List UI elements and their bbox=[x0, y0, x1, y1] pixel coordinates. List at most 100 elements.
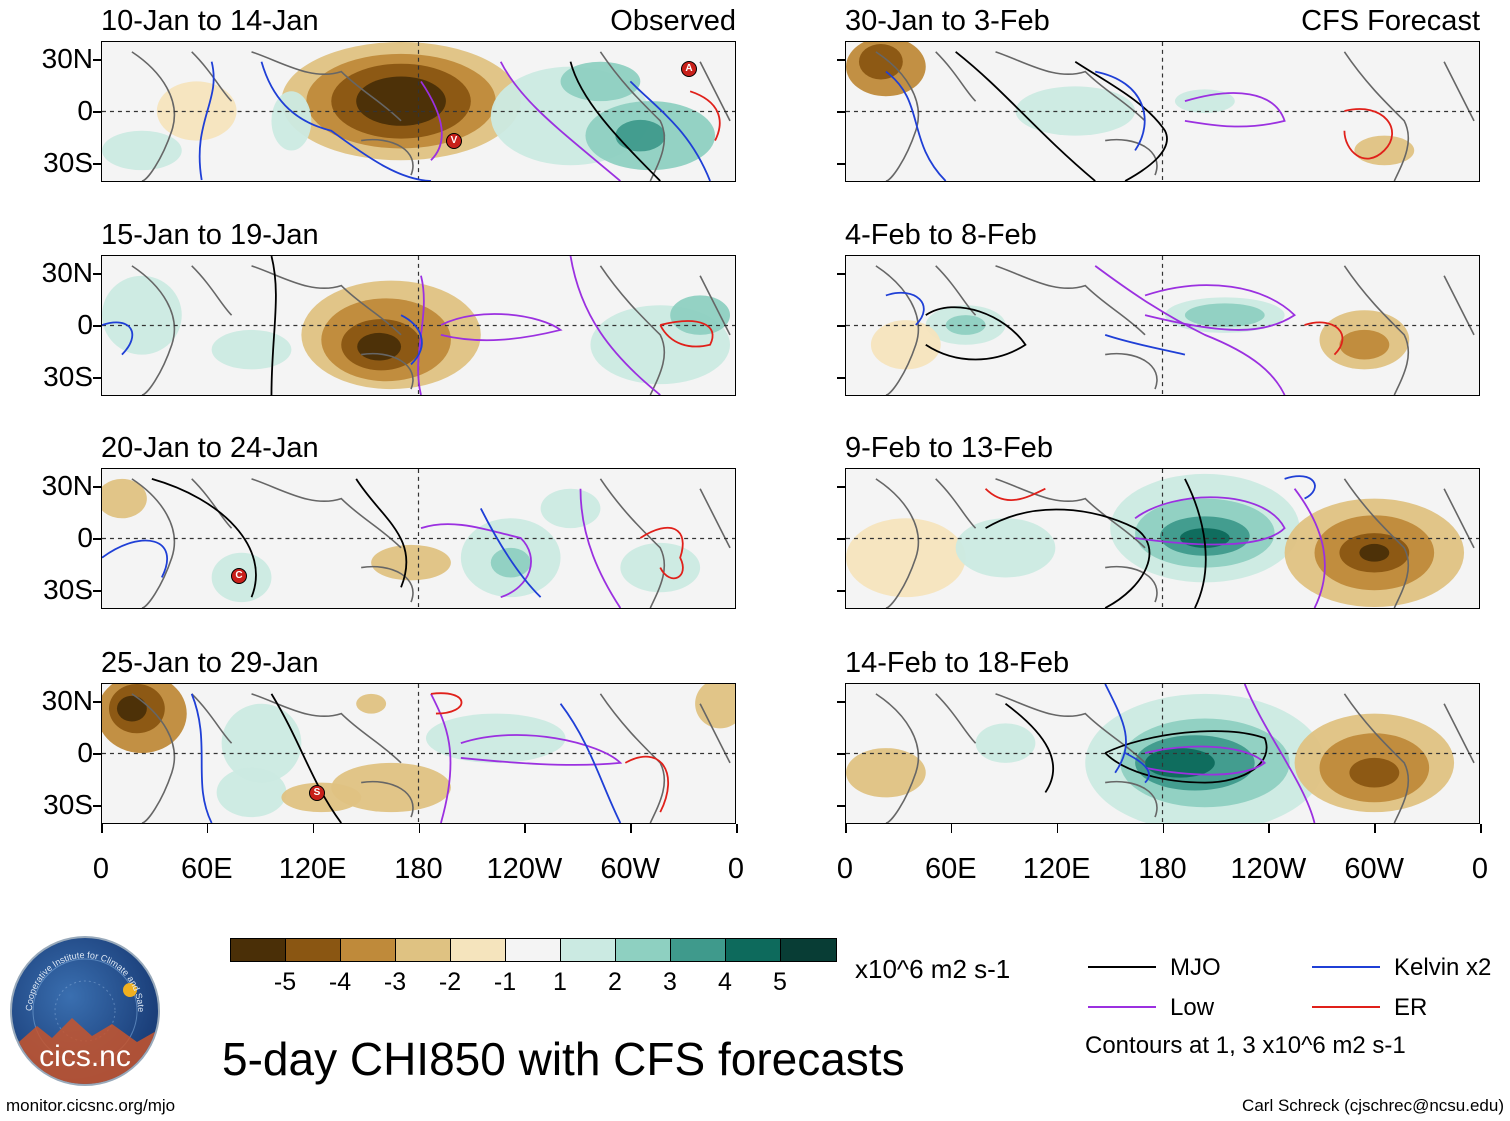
y-axis-label: 30N bbox=[41, 257, 93, 288]
anomaly-blob bbox=[156, 81, 237, 141]
colorbar-swatch bbox=[781, 939, 836, 961]
anomaly-blob bbox=[1359, 543, 1390, 562]
wave-contour bbox=[102, 321, 134, 356]
y-axis-label: 30S bbox=[43, 789, 93, 820]
coastline bbox=[875, 478, 1475, 608]
colorbar-swatch bbox=[506, 939, 561, 961]
colorbar-label: -2 bbox=[438, 968, 462, 996]
anomaly-blob bbox=[357, 332, 402, 361]
wave-contour bbox=[460, 734, 623, 766]
anomaly-blob bbox=[425, 713, 566, 763]
storm-marker: C bbox=[231, 568, 247, 584]
anomaly-blob bbox=[870, 320, 941, 370]
y-axis-label: 0 bbox=[77, 737, 93, 768]
anomaly-blob bbox=[102, 478, 147, 519]
y-tick bbox=[93, 163, 101, 165]
y-axis-label: 30S bbox=[43, 361, 93, 392]
anomaly-blob bbox=[356, 693, 387, 714]
y-tick bbox=[93, 590, 101, 592]
storm-marker: V bbox=[446, 133, 462, 149]
map-panel bbox=[101, 255, 736, 396]
colorbar-label: 5 bbox=[773, 968, 787, 996]
logo-ring-text: Cooperative Institute for Climate and Sa… bbox=[12, 938, 146, 1012]
anomaly-blob bbox=[211, 329, 292, 370]
x-tick bbox=[206, 824, 209, 833]
y-tick bbox=[93, 111, 101, 113]
anomaly-blob bbox=[102, 130, 182, 171]
coastline bbox=[131, 265, 731, 395]
wave-contour bbox=[885, 70, 947, 181]
x-axis-label: 120W bbox=[1230, 853, 1307, 885]
legend-label: Kelvin x2 bbox=[1394, 954, 1492, 981]
x-tick bbox=[1268, 824, 1270, 833]
wave-contour bbox=[355, 478, 408, 588]
colorbar-label: -3 bbox=[383, 968, 407, 996]
map-panel bbox=[101, 41, 736, 182]
anomaly-blob bbox=[271, 91, 312, 151]
figure-title: 5-day CHI850 with CFS forecasts bbox=[222, 1033, 905, 1085]
wave-contour bbox=[629, 80, 711, 181]
y-axis-label: 0 bbox=[77, 522, 93, 553]
colorbar-swatch bbox=[561, 939, 616, 961]
legend-note: Contours at 1, 3 x10^6 m2 s-1 bbox=[1085, 1032, 1406, 1059]
map-panel bbox=[101, 468, 736, 609]
y-tick bbox=[837, 590, 845, 592]
wave-contour bbox=[400, 314, 423, 366]
colorbar-label: 4 bbox=[718, 968, 732, 996]
wave-contour bbox=[1104, 730, 1268, 784]
x-axis-label: 0 bbox=[92, 853, 110, 885]
y-tick bbox=[93, 59, 101, 61]
legend-line bbox=[1312, 1006, 1380, 1008]
anomaly-blob bbox=[615, 119, 666, 152]
anomaly-blob bbox=[846, 748, 926, 798]
x-tick bbox=[1162, 824, 1164, 833]
x-tick bbox=[1480, 824, 1482, 833]
anomaly-blob bbox=[221, 703, 302, 783]
anomaly-blob bbox=[1174, 89, 1235, 113]
wave-contour bbox=[639, 527, 684, 580]
wave-contour bbox=[440, 313, 563, 342]
y-tick bbox=[93, 273, 101, 275]
y-tick bbox=[837, 701, 845, 703]
wave-contour bbox=[1094, 265, 1286, 395]
colorbar-label: -5 bbox=[273, 968, 297, 996]
x-tick bbox=[524, 824, 526, 833]
y-tick bbox=[837, 111, 845, 113]
colorbar bbox=[230, 938, 837, 962]
anomaly-blob bbox=[670, 295, 731, 335]
x-tick bbox=[736, 824, 738, 833]
wave-contour bbox=[430, 693, 452, 823]
y-tick bbox=[93, 753, 101, 755]
y-tick bbox=[93, 486, 101, 488]
panel-period-title: 10-Jan to 14-Jan bbox=[101, 5, 319, 37]
y-axis-label: 30N bbox=[41, 685, 93, 716]
wave-contour bbox=[955, 51, 1096, 181]
x-axis-label: 120E bbox=[278, 853, 347, 885]
wave-contour bbox=[984, 487, 1046, 501]
coastline bbox=[131, 51, 731, 181]
wave-contour bbox=[689, 90, 721, 141]
storm-marker: S bbox=[309, 785, 325, 801]
y-tick bbox=[837, 753, 845, 755]
coastline bbox=[875, 693, 1475, 823]
cics-logo: Cooperative Institute for Climate and Sa… bbox=[10, 936, 160, 1086]
x-tick bbox=[950, 824, 953, 833]
x-axis-label: 120W bbox=[486, 853, 563, 885]
wave-contour bbox=[1144, 745, 1267, 776]
y-axis-label: 0 bbox=[77, 309, 93, 340]
x-axis-label: 0 bbox=[836, 853, 854, 885]
wave-contour bbox=[579, 488, 622, 608]
website-url: monitor.cicsnc.org/mjo bbox=[6, 1096, 176, 1115]
y-tick bbox=[93, 701, 101, 703]
anomaly-blob bbox=[102, 275, 182, 355]
wave-contour bbox=[420, 523, 532, 598]
y-axis-label: 30N bbox=[41, 43, 93, 74]
x-tick bbox=[1374, 824, 1376, 833]
panel-period-title: 4-Feb to 8-Feb bbox=[845, 219, 1037, 251]
legend-line bbox=[1312, 966, 1380, 968]
colorbar-swatch bbox=[341, 939, 396, 961]
x-tick bbox=[845, 824, 847, 833]
y-tick bbox=[837, 273, 845, 275]
map-panel bbox=[101, 683, 736, 824]
wave-contour bbox=[1184, 478, 1207, 608]
